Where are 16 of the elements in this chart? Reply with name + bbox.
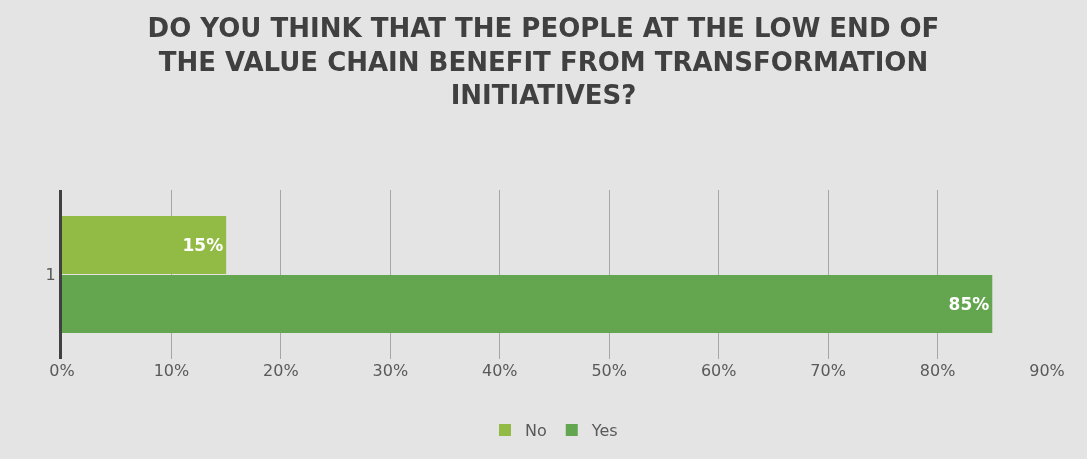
x-tick-label: 90%: [1029, 361, 1065, 380]
x-tick-label: 20%: [263, 361, 299, 380]
legend-label: No: [525, 421, 547, 441]
x-tick-label: 50%: [591, 361, 627, 380]
legend-label: Yes: [590, 421, 618, 441]
x-tick-label: 10%: [153, 361, 190, 380]
data-label: 15%: [182, 234, 224, 255]
chart-title: DO YOU THINK THAT THE PEOPLE AT THE LOW END OF THE VALUE CHAIN BENEFIT FROM TRANSFORMATION INITIATIVES?: [147, 12, 940, 111]
y-tick-label: 1: [45, 265, 56, 285]
x-tick-label: 40%: [482, 361, 518, 380]
x-tick-label: 80%: [919, 361, 956, 380]
data-label: 85%: [948, 294, 990, 315]
x-tick-label: 70%: [810, 361, 846, 380]
x-tick-label: 60%: [700, 361, 737, 380]
x-tick-label: 0%: [49, 361, 75, 380]
x-tick-label: 30%: [372, 361, 409, 380]
